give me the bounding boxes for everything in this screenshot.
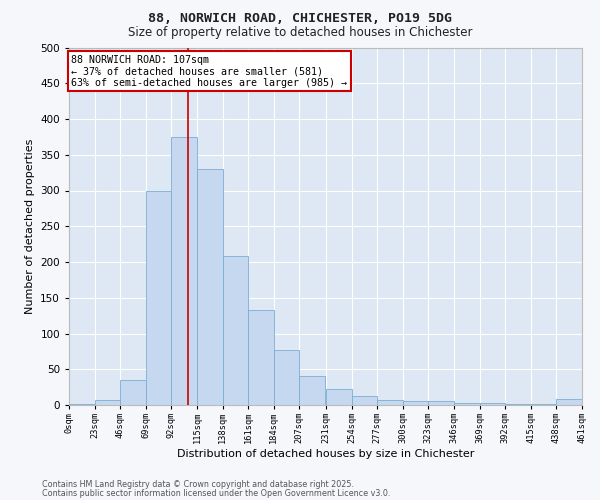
Bar <box>505 404 531 405</box>
Bar <box>197 169 223 405</box>
Bar <box>299 376 325 405</box>
Bar <box>248 310 274 405</box>
Text: Size of property relative to detached houses in Chichester: Size of property relative to detached ho… <box>128 26 472 39</box>
Bar <box>146 190 172 405</box>
Bar <box>326 390 352 405</box>
Bar <box>95 400 120 405</box>
X-axis label: Distribution of detached houses by size in Chichester: Distribution of detached houses by size … <box>177 449 474 459</box>
Bar <box>428 402 454 405</box>
Bar <box>274 350 299 405</box>
Text: Contains HM Land Registry data © Crown copyright and database right 2025.: Contains HM Land Registry data © Crown c… <box>42 480 354 489</box>
Text: 88 NORWICH ROAD: 107sqm
← 37% of detached houses are smaller (581)
63% of semi-d: 88 NORWICH ROAD: 107sqm ← 37% of detache… <box>71 54 347 88</box>
Bar <box>352 396 377 405</box>
Text: 88, NORWICH ROAD, CHICHESTER, PO19 5DG: 88, NORWICH ROAD, CHICHESTER, PO19 5DG <box>148 12 452 26</box>
Bar <box>531 404 556 405</box>
Bar <box>120 380 146 405</box>
Text: Contains public sector information licensed under the Open Government Licence v3: Contains public sector information licen… <box>42 488 391 498</box>
Bar <box>479 403 505 405</box>
Bar <box>556 400 582 405</box>
Bar <box>377 400 403 405</box>
Bar <box>454 403 479 405</box>
Bar <box>223 256 248 405</box>
Bar <box>403 402 428 405</box>
Y-axis label: Number of detached properties: Number of detached properties <box>25 138 35 314</box>
Bar <box>582 403 600 405</box>
Bar <box>69 404 95 405</box>
Bar <box>172 137 197 405</box>
